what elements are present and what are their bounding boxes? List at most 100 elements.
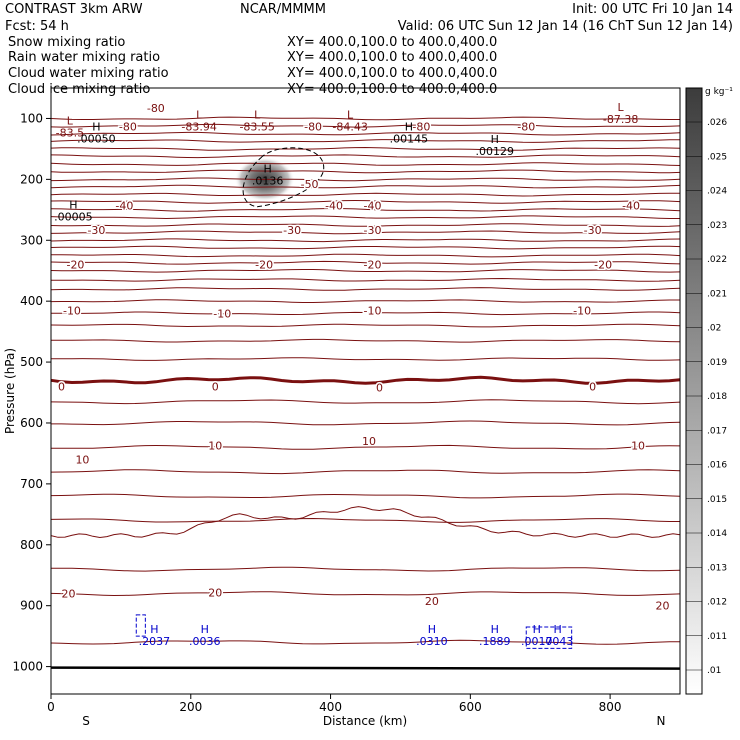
colorbar-tick-label: .012 [707,598,727,608]
isotherm-label: -80 [517,120,535,133]
isotherm-label: 0 [212,380,219,393]
extremum-mark: H [533,623,541,636]
isotherm-label: 0 [376,382,383,395]
extremum-mark: L [196,108,203,121]
isotherm-label: -30 [364,224,382,237]
isotherm-line [51,420,681,426]
colorbar-tick-label: .011 [707,632,727,642]
isotherm-label: -10 [63,304,81,317]
isotherm-line [50,338,681,343]
isotherm-label: 20 [208,586,222,599]
extremum-value: -83.94 [181,120,216,133]
isotherm-line [50,139,681,143]
colorbar-tick-label: .026 [707,118,727,128]
isotherm-label: -20 [255,259,273,272]
y-tick-label: 400 [20,294,43,308]
isotherm-label: 20 [656,600,670,613]
field-rain-xy: XY= 400.0,100.0 to 400.0,400.0 [287,50,497,65]
plot-frame [50,87,681,695]
isotherm-label: -80 [147,102,165,115]
extremum-mark: H [491,623,499,636]
extremum-mark: L [67,115,74,128]
extremum-mark: L [254,108,261,121]
x-tick-label: 400 [319,700,342,714]
colorbar-tick-label: .02 [707,324,721,334]
isotherm-line [51,277,681,282]
y-tick-label: 100 [20,111,43,125]
isotherm-label: -20 [594,259,612,272]
field-snow-xy: XY= 400.0,100.0 to 400.0,400.0 [287,35,497,50]
extremum-value: .0136 [252,175,284,188]
x-tick-label: 0 [47,700,55,714]
extremum-mark: H [491,133,499,146]
extremum-value: .2037 [139,635,171,648]
y-tick-label: 600 [20,416,43,430]
isotherm-line [50,131,681,136]
extremum-value: -84.43 [332,120,367,133]
isotherm-label: -40 [325,200,343,213]
y-axis-label: Pressure (hPa) [3,348,17,434]
colorbar-tick-label: .019 [707,358,727,368]
isotherm-line [51,311,681,316]
isotherm-line [50,323,681,328]
y-tick-label: 900 [20,599,43,613]
isotherm-line [50,215,680,220]
isotherm-line [50,123,681,128]
isotherm-line [50,230,681,235]
init-time: Init: 00 UTC Fri 10 Jan 14 [572,2,733,17]
isotherm-label: -10 [364,304,382,317]
isotherm-label: 0 [589,380,596,393]
isotherm-line [50,154,681,159]
extremum-mark: H [150,623,158,636]
isotherm-line [50,169,681,174]
isotherm-label: -30 [283,224,301,237]
colorbar-tick-label: .024 [707,187,727,197]
ground-line [50,666,681,670]
extremum-mark: H [554,623,562,636]
cloud-ice-contours [242,147,325,208]
field-cloud-ice-xy: XY= 400.0,100.0 to 400.0,400.0 [287,82,497,97]
colorbar-tick-label: .013 [707,563,727,573]
isotherm-label: 10 [208,440,222,453]
x-axis-ticks: 0 200 400 600 800 [47,694,622,714]
isotherm-line [50,192,681,197]
extremum-value: .0043 [542,635,574,648]
isotherm-line [51,444,681,450]
isotherm-label: -10 [573,304,591,317]
colorbar-tick-label: .016 [707,461,727,471]
x-tick-label: 800 [599,700,622,714]
y-tick-label: 300 [20,233,43,247]
colorbar: .026 .025 .024 .023 .022 .021 .02 .019 .018 .017.… [685,87,733,695]
extremum-mark: L [347,108,354,121]
isotherm-line [50,639,681,645]
extremum-value: .00129 [476,145,515,158]
extremum-value: .00145 [390,133,429,146]
extremum-value: .00005 [54,211,93,224]
chart-title: CONTRAST 3km ARW [5,2,143,17]
isotherm-line [50,469,681,475]
extremum-value: .1889 [479,635,511,648]
extremum-value: .0036 [189,635,221,648]
y-tick-label: 1000 [12,660,43,674]
isotherm-line [51,566,681,572]
extremum-value: .0017 [521,635,553,648]
plot-area: -80 -80 -80 -80 -80 -50 -40 -40 -40 -40 -30 -30 -30 -… [50,87,681,695]
cloud-ice-contour [242,147,325,208]
isotherm-line [50,517,680,523]
extremum-mark: L [618,101,625,114]
field-cloud-ice-name: Cloud ice mixing ratio [8,82,150,97]
isotherm-label: 10 [362,435,376,448]
colorbar-tick-label: .021 [707,289,727,299]
isotherm-label: -30 [87,224,105,237]
y-tick-label: 500 [20,355,43,369]
isotherm-zero-line [50,375,681,385]
isotherm-line [50,253,681,258]
temperature-isotherms [50,116,681,670]
isotherm-line [50,269,681,273]
extremum-mark: H [92,121,100,134]
isotherm-line [50,399,681,405]
colorbar-gradient [685,87,703,695]
isotherm-line [50,199,681,204]
extremum-value: .00050 [77,133,116,146]
isotherm-label: -40 [115,200,133,213]
